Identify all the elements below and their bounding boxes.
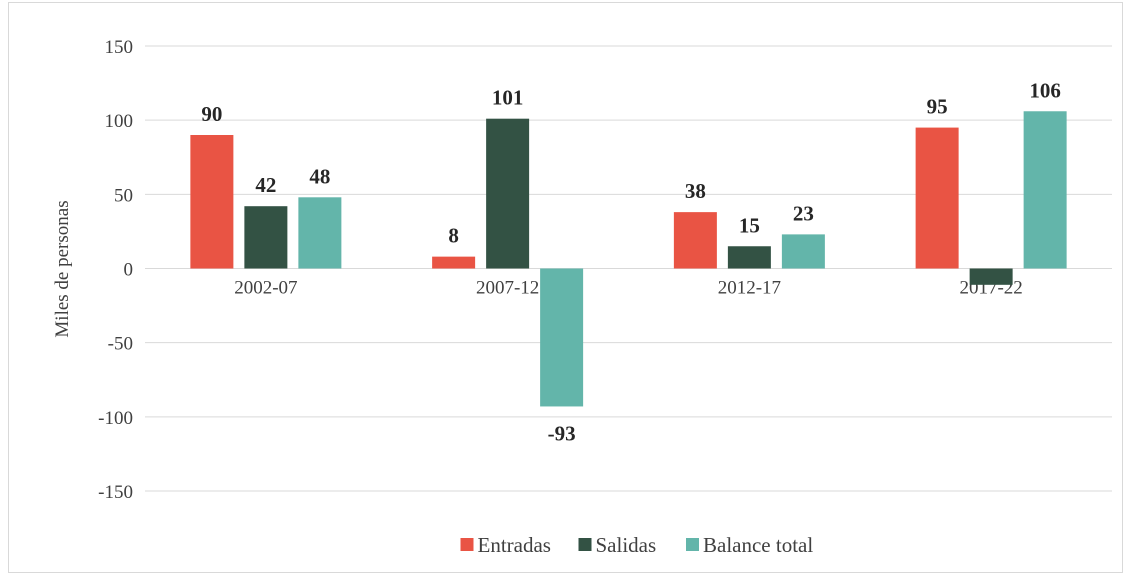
x-tick-label: 2007-12 <box>476 278 539 299</box>
bar <box>190 135 234 269</box>
bar <box>727 246 771 269</box>
x-tick-label: 2002-07 <box>234 278 297 299</box>
bar <box>673 212 717 269</box>
y-tick-label: -150 <box>98 482 133 503</box>
legend-swatch <box>460 538 474 551</box>
bar <box>915 127 959 269</box>
bar <box>781 234 825 269</box>
data-label: 101 <box>492 86 524 110</box>
bar <box>298 197 342 269</box>
y-tick-label: 100 <box>105 111 134 132</box>
legend-label: Salidas <box>596 533 657 557</box>
bar <box>244 206 288 269</box>
legend-label: Balance total <box>703 533 813 557</box>
data-label: 90 <box>201 102 222 126</box>
bar <box>969 268 1013 285</box>
data-label: 8 <box>448 224 459 248</box>
bar <box>486 118 530 269</box>
x-tick-label: 2012-17 <box>718 278 781 299</box>
data-label: 42 <box>255 173 276 197</box>
bar <box>540 268 584 407</box>
data-label: 23 <box>793 201 814 225</box>
bar <box>1023 111 1067 269</box>
data-label: 106 <box>1029 78 1061 102</box>
y-tick-label: 150 <box>105 37 134 58</box>
y-tick-label: -100 <box>98 408 133 429</box>
legend-swatch <box>578 538 592 551</box>
y-axis-label: Miles de personas <box>52 200 73 337</box>
data-label: 15 <box>739 213 760 237</box>
data-label: 48 <box>309 164 330 188</box>
data-label: -93 <box>548 421 576 445</box>
bar <box>432 256 476 269</box>
legend-label: Entradas <box>478 533 551 557</box>
y-tick-label: 50 <box>114 185 133 206</box>
data-label: 38 <box>685 179 706 203</box>
data-label: 95 <box>927 95 948 119</box>
legend-swatch <box>686 538 699 551</box>
y-tick-label: 0 <box>124 260 134 281</box>
y-tick-label: -50 <box>108 334 133 355</box>
